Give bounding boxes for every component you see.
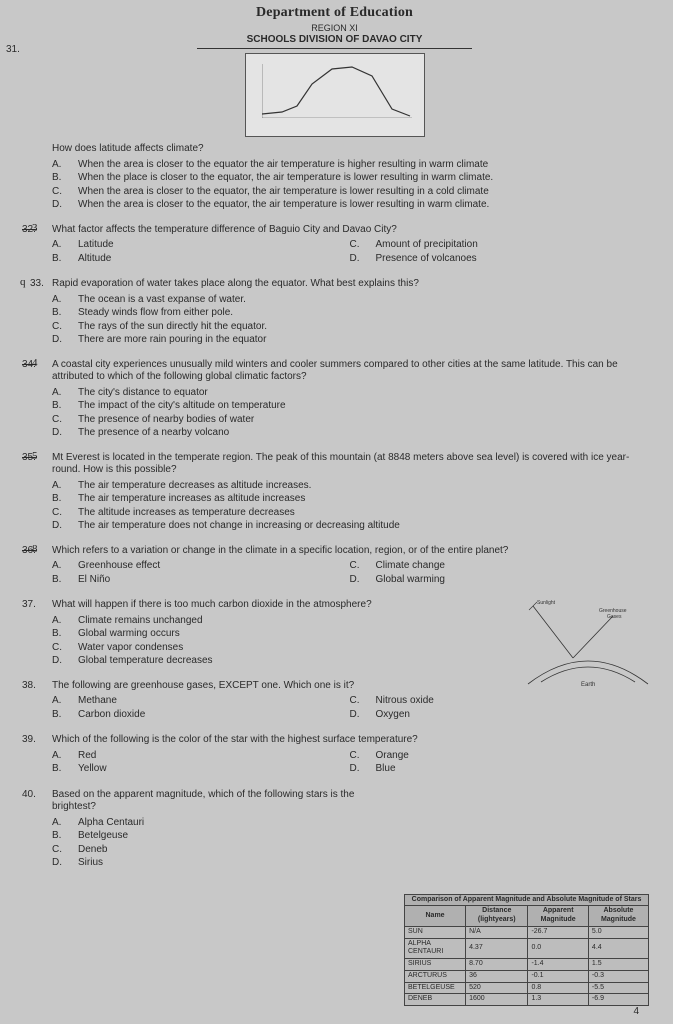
star-magnitude-table: Comparison of Apparent Magnitude and Abs… — [404, 894, 649, 1007]
latitude-climate-chart — [245, 53, 425, 137]
table-body: SUNN/A-26.75.0ALPHA CENTAURI4.370.04.4SI… — [405, 926, 649, 1005]
question-31-options: A.When the area is closer to the equator… — [52, 159, 647, 212]
question-number-34: 34.4 — [22, 359, 44, 372]
question-number-37: 37. — [22, 599, 44, 612]
document-header: Department of Education REGION XI SCHOOL… — [22, 4, 647, 49]
option-40-d[interactable]: D.Sirius — [52, 857, 382, 870]
option-34-c[interactable]: C.The presence of nearby bodies of water — [52, 414, 647, 427]
option-38-b[interactable]: B.Carbon dioxide — [52, 709, 350, 722]
question-number-33: q33. — [22, 278, 44, 291]
option-33-a[interactable]: A.The ocean is a vast expanse of water. — [52, 294, 647, 307]
greenhouse-diagram: Sunlight Greenhouse Gases Earth — [523, 598, 653, 688]
question-34-options: A.The city's distance to equator B.The i… — [52, 387, 647, 440]
option-34-b[interactable]: B.The impact of the city's altitude on t… — [52, 400, 647, 413]
option-34-d[interactable]: D.The presence of a nearby volcano — [52, 427, 647, 440]
question-35-options: A.The air temperature decreases as altit… — [52, 480, 647, 533]
question-40: 40. Based on the apparent magnitude, whi… — [22, 789, 382, 870]
option-35-c[interactable]: C.The altitude increases as temperature … — [52, 507, 647, 520]
table-row: SUNN/A-26.75.0 — [405, 926, 649, 938]
option-39-c[interactable]: C.Orange — [350, 750, 648, 763]
question-40-options: A.Alpha Centauri B.Betelgeuse C.Deneb D.… — [52, 817, 382, 870]
option-35-a[interactable]: A.The air temperature decreases as altit… — [52, 480, 647, 493]
question-number-40: 40. — [22, 789, 44, 802]
option-40-a[interactable]: A.Alpha Centauri — [52, 817, 382, 830]
question-35-text: Mt Everest is located in the temperate r… — [52, 452, 647, 477]
question-32: 32.3 What factor affects the temperature… — [22, 224, 647, 267]
table-row: DENEB16001.3-6.9 — [405, 994, 649, 1006]
option-32-a[interactable]: A.Latitude — [52, 239, 350, 252]
question-40-text: Based on the apparent magnitude, which o… — [52, 789, 382, 814]
question-33-text: Rapid evaporation of water takes place a… — [52, 278, 647, 291]
page-number: 4 — [633, 1006, 639, 1019]
question-36-options: A.Greenhouse effect B.El Niño C.Climate … — [52, 560, 647, 587]
table-row: SIRIUS8.70-1.41.5 — [405, 959, 649, 971]
option-38-d[interactable]: D.Oxygen — [350, 709, 648, 722]
option-38-c[interactable]: C.Nitrous oxide — [350, 695, 648, 708]
option-39-a[interactable]: A.Red — [52, 750, 350, 763]
option-36-b[interactable]: B.El Niño — [52, 574, 350, 587]
option-36-d[interactable]: D.Global warming — [350, 574, 648, 587]
question-39-options: A.Red B.Yellow C.Orange D.Blue — [52, 750, 647, 777]
table-row: ALPHA CENTAURI4.370.04.4 — [405, 938, 649, 959]
option-31-a[interactable]: A.When the area is closer to the equator… — [52, 159, 647, 172]
option-32-d[interactable]: D.Presence of volcanoes — [350, 253, 648, 266]
option-38-a[interactable]: A.Methane — [52, 695, 350, 708]
option-40-c[interactable]: C.Deneb — [52, 844, 382, 857]
option-33-d[interactable]: D.There are more rain pouring in the equ… — [52, 334, 647, 347]
question-number-32: 32.3 — [22, 224, 44, 237]
question-number-31: 31. — [6, 44, 20, 57]
question-39: 39. Which of the following is the color … — [22, 734, 647, 777]
option-31-c[interactable]: C.When the area is closer to the equator… — [52, 186, 647, 199]
question-38-text: The following are greenhouse gases, EXCE… — [52, 680, 647, 693]
question-number-35: 35.5 — [22, 452, 44, 465]
option-32-b[interactable]: B.Altitude — [52, 253, 350, 266]
table-row: ARCTURUS36-0.1-0.3 — [405, 970, 649, 982]
question-31-text: How does latitude affects climate? — [52, 143, 647, 156]
question-31: How does latitude affects climate? A.Whe… — [22, 143, 647, 212]
question-36: 36.8 Which refers to a variation or chan… — [22, 545, 647, 588]
question-number-39: 39. — [22, 734, 44, 747]
option-39-d[interactable]: D.Blue — [350, 763, 648, 776]
option-34-a[interactable]: A.The city's distance to equator — [52, 387, 647, 400]
option-31-b[interactable]: B.When the place is closer to the equato… — [52, 172, 647, 185]
option-31-d[interactable]: D.When the area is closer to the equator… — [52, 199, 647, 212]
option-40-b[interactable]: B.Betelgeuse — [52, 830, 382, 843]
table-row: BETELGEUSE5200.8-5.5 — [405, 982, 649, 994]
question-34: 34.4 A coastal city experiences unusuall… — [22, 359, 647, 440]
question-39-text: Which of the following is the color of t… — [52, 734, 647, 747]
table-header-row: Name Distance (lightyears) Apparent Magn… — [405, 906, 649, 927]
option-32-c[interactable]: C.Amount of precipitation — [350, 239, 648, 252]
question-number-36: 36.8 — [22, 545, 44, 558]
option-35-b[interactable]: B.The air temperature increases as altit… — [52, 493, 647, 506]
chart-curve-svg — [262, 64, 412, 118]
department-title: Department of Education — [22, 4, 647, 22]
question-38-options: A.Methane B.Carbon dioxide C.Nitrous oxi… — [52, 695, 647, 722]
question-35: 35.5 Mt Everest is located in the temper… — [22, 452, 647, 533]
option-39-b[interactable]: B.Yellow — [52, 763, 350, 776]
option-33-b[interactable]: B.Steady winds flow from either pole. — [52, 307, 647, 320]
svg-text:Gases: Gases — [607, 614, 622, 620]
option-36-a[interactable]: A.Greenhouse effect — [52, 560, 350, 573]
question-number-38: 38. — [22, 680, 44, 693]
sunlight-label: Sunlight — [537, 600, 556, 606]
school-division: SCHOOLS DIVISION OF DAVAO CITY — [197, 34, 473, 50]
question-34-text: A coastal city experiences unusually mil… — [52, 359, 647, 384]
question-32-options: A.Latitude B.Altitude C.Amount of precip… — [52, 239, 647, 266]
question-33: q33. Rapid evaporation of water takes pl… — [22, 278, 647, 347]
question-33-options: A.The ocean is a vast expanse of water. … — [52, 294, 647, 347]
region-label: REGION XI — [22, 23, 647, 34]
table-title: Comparison of Apparent Magnitude and Abs… — [405, 894, 649, 906]
question-32-text: What factor affects the temperature diff… — [52, 224, 647, 237]
question-36-text: Which refers to a variation or change in… — [52, 545, 647, 558]
option-33-c[interactable]: C.The rays of the sun directly hit the e… — [52, 321, 647, 334]
option-35-d[interactable]: D.The air temperature does not change in… — [52, 520, 647, 533]
option-36-c[interactable]: C.Climate change — [350, 560, 648, 573]
question-38: 38. The following are greenhouse gases, … — [22, 680, 647, 723]
